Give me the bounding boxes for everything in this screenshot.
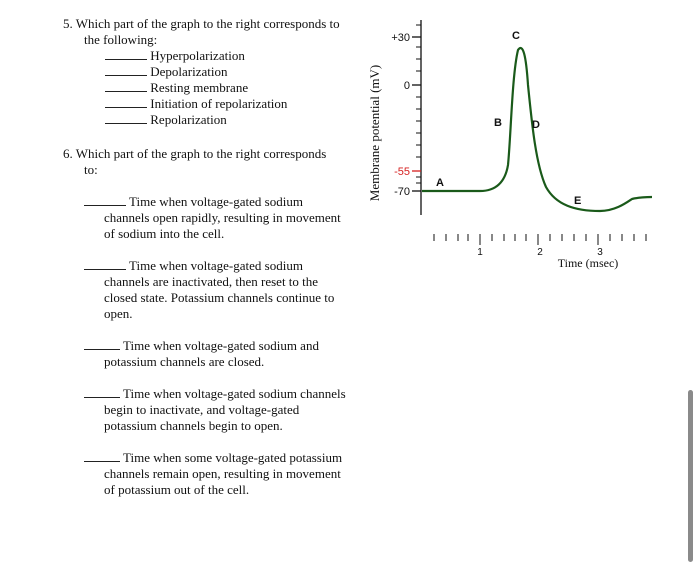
q6-item: Time when some voltage-gated potassium c…: [84, 450, 349, 498]
q5-item-label: Resting membrane: [150, 80, 249, 95]
q5-answer-row[interactable]: Hyperpolarization: [105, 48, 245, 64]
q6-item: Time when voltage-gated sodium and potas…: [84, 338, 349, 370]
q5-answer-row[interactable]: Repolarization: [105, 112, 227, 128]
q5-number: 5.: [63, 16, 73, 31]
answer-blank[interactable]: [84, 194, 126, 206]
q6-item-first-line: Time when voltage-gated sodium and: [123, 338, 319, 353]
answer-blank[interactable]: [84, 450, 120, 462]
answer-blank[interactable]: [84, 338, 120, 350]
point-label-d: D: [532, 119, 540, 131]
answer-blank[interactable]: [105, 64, 147, 76]
q5-answer-row[interactable]: Initiation of repolarization: [105, 96, 287, 112]
action-potential-curve: [422, 47, 653, 213]
answer-blank[interactable]: [105, 96, 147, 108]
scrollbar-thumb[interactable]: [688, 390, 693, 562]
y-tick-label: -70: [394, 186, 410, 198]
q5-answer-row[interactable]: Resting membrane: [105, 80, 248, 96]
q5-prompt-line2: the following:: [84, 32, 158, 47]
q5-prompt: 5. Which part of the graph to the right …: [63, 16, 363, 32]
answer-blank[interactable]: [105, 112, 147, 124]
q6-prompt-line1: Which part of the graph to the right cor…: [75, 146, 327, 161]
q6-item: Time when voltage-gated sodium channels …: [84, 194, 349, 242]
q5-item-label: Hyperpolarization: [150, 48, 245, 63]
answer-blank[interactable]: [84, 386, 120, 398]
y-tick-label-threshold: -55: [394, 166, 410, 178]
q5-item-label: Repolarization: [150, 112, 227, 127]
answer-blank[interactable]: [105, 80, 147, 92]
q6-prompt: 6. Which part of the graph to the right …: [63, 146, 363, 162]
point-label-b: B: [494, 117, 502, 129]
q6-item: Time when voltage-gated sodium channels …: [84, 386, 349, 434]
q6-item-line: of potassium out of the cell.: [104, 482, 250, 497]
q6-item-line: channels are inactivated, then reset to …: [104, 274, 319, 289]
point-label-e: E: [574, 195, 581, 207]
q6-item: Time when voltage-gated sodium channels …: [84, 258, 349, 322]
q6-item-line: of sodium into the cell.: [104, 226, 225, 241]
answer-blank[interactable]: [84, 258, 126, 270]
q6-item-line: potassium channels are closed.: [104, 354, 265, 369]
q6-number: 6.: [63, 146, 73, 161]
y-axis-minor-ticks: [416, 24, 421, 184]
q5-item-label: Initiation of repolarization: [150, 96, 288, 111]
action-potential-graph: Membrane potential (mV) +30 0 -55 -70: [367, 20, 653, 270]
y-tick-label: 0: [404, 80, 410, 92]
point-label-a: A: [436, 177, 444, 189]
q6-item-first-line: Time when some voltage-gated potassium: [123, 450, 343, 465]
point-label-c: C: [512, 30, 520, 42]
q6-item-first-line: Time when voltage-gated sodium channels: [123, 386, 346, 401]
q6-prompt-line2: to:: [84, 162, 98, 177]
q6-item-line: channels open rapidly, resulting in move…: [104, 210, 341, 225]
q6-item-line: open.: [104, 306, 133, 321]
x-tick-label: 2: [537, 247, 543, 258]
q6-item-first-line: Time when voltage-gated sodium: [129, 258, 303, 273]
q5-prompt-line1: Which part of the graph to the right cor…: [75, 16, 340, 31]
answer-blank[interactable]: [105, 48, 147, 60]
q6-item-line: potassium channels begin to open.: [104, 418, 283, 433]
q6-item-first-line: Time when voltage-gated sodium: [129, 194, 303, 209]
q6-item-line: channels remain open, resulting in movem…: [104, 466, 341, 481]
x-tick-label: 3: [597, 247, 603, 258]
q6-item-line: begin to inactivate, and voltage-gated: [104, 402, 300, 417]
x-axis-label: Time (msec): [558, 256, 619, 270]
x-axis-ticks: [433, 234, 647, 245]
y-tick-label: +30: [391, 32, 410, 44]
q5-item-label: Depolarization: [150, 64, 228, 79]
q5-answer-row[interactable]: Depolarization: [105, 64, 228, 80]
x-tick-label: 1: [477, 247, 483, 258]
y-axis-label: Membrane potential (mV): [367, 65, 382, 201]
q6-item-line: closed state. Potassium channels continu…: [104, 290, 335, 305]
